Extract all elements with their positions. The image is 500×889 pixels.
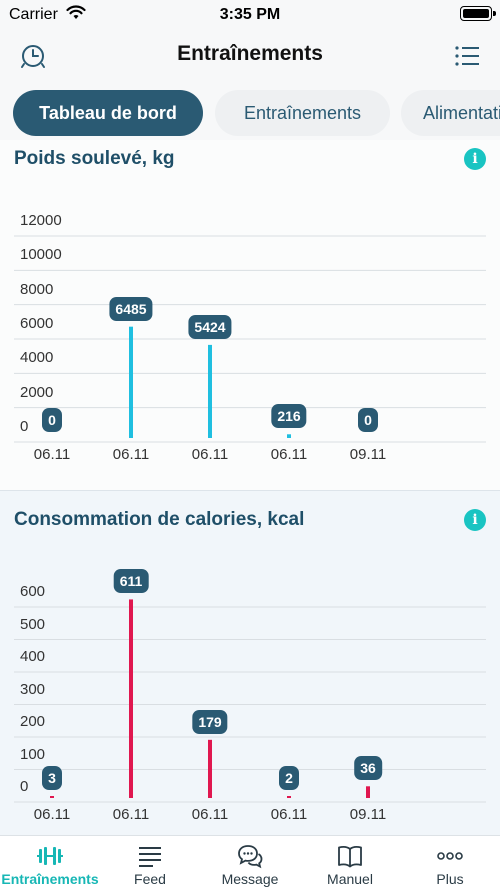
bar xyxy=(208,739,212,798)
bar xyxy=(129,599,133,798)
y-tick-label: 0 xyxy=(20,778,29,795)
tab-workouts[interactable]: Entraînements xyxy=(215,90,390,136)
y-tick-label: 600 xyxy=(20,583,46,600)
calories-title: Consommation de calories, kcal xyxy=(14,509,305,530)
y-tick-label: 10000 xyxy=(20,246,62,264)
bar xyxy=(366,786,370,798)
wifi-icon xyxy=(66,5,86,19)
data-label: 6485 xyxy=(109,296,153,321)
tabbar-label: Entraînements xyxy=(1,871,99,887)
x-tick-label: 06.11 xyxy=(112,806,150,823)
data-label: 179 xyxy=(192,709,228,734)
battery-icon xyxy=(460,6,496,21)
bar xyxy=(208,344,212,438)
y-tick-label: 6000 xyxy=(20,315,54,332)
y-tick-label: 4000 xyxy=(20,349,54,367)
lifted-weight-title: Poids soulevé, kg xyxy=(14,148,175,169)
calories-card: Consommation de calories, kcal i 600 500 4… xyxy=(0,490,500,835)
y-tick-label: 8000 xyxy=(20,280,54,298)
tab-nutrition[interactable]: Alimentation xyxy=(401,90,500,136)
x-tick-label: 09.11 xyxy=(349,446,387,463)
y-tick-label: 100 xyxy=(20,745,46,763)
tab-dashboard[interactable]: Tableau de bord xyxy=(13,90,203,136)
bar xyxy=(129,326,133,438)
status-bar: Carrier 3:35 PM xyxy=(0,0,500,30)
segment-tabs: Tableau de bord Entraînements Alimentati… xyxy=(0,90,500,138)
y-tick-label: 12000 xyxy=(20,212,62,229)
book-icon xyxy=(338,845,362,868)
info-icon[interactable]: i xyxy=(464,509,486,531)
x-tick-label: 06.11 xyxy=(112,446,150,463)
x-tick-label: 06.11 xyxy=(191,806,229,823)
y-tick-label: 300 xyxy=(20,680,46,698)
tabbar-item-workouts[interactable]: Entraînements xyxy=(0,836,100,889)
tabbar-label: Feed xyxy=(134,871,166,887)
y-tick-label: 400 xyxy=(20,648,46,665)
list-icon[interactable] xyxy=(453,42,481,70)
x-tick-label: 06.11 xyxy=(191,446,229,463)
y-tick-label: 2000 xyxy=(20,383,54,401)
carrier-label: Carrier xyxy=(9,6,58,23)
data-label: 0 xyxy=(358,408,378,432)
x-tick-label: 06.11 xyxy=(33,446,71,463)
bottom-tab-bar: Entraînements Feed Message Manuel Pl xyxy=(0,835,500,889)
bar xyxy=(50,796,54,798)
clock-time: 3:35 PM xyxy=(219,6,281,23)
tabbar-item-message[interactable]: Message xyxy=(200,836,300,889)
x-tick-label: 06.11 xyxy=(33,806,71,823)
data-label: 216 xyxy=(271,404,307,429)
y-tick-label: 500 xyxy=(20,615,46,633)
lifted-weight-card: Poids soulevé, kg i 12000 10000 8000 6000 40… xyxy=(0,140,500,490)
dumbbell-icon xyxy=(37,847,63,865)
y-tick-label: 200 xyxy=(20,713,46,730)
tabbar-label: Message xyxy=(221,871,279,887)
chat-icon xyxy=(238,845,263,869)
x-tick-label: 09.11 xyxy=(349,806,387,823)
feed-icon xyxy=(139,847,161,867)
lifted-weight-plot xyxy=(14,235,486,443)
tabbar-label: Manuel xyxy=(327,871,373,887)
bar xyxy=(287,796,291,798)
calories-chart: 600 500 400 300 200 100 0 3 06.11 611 06.11 179 06.1… xyxy=(0,491,500,836)
x-tick-label: 06.11 xyxy=(270,806,308,823)
data-label: 5424 xyxy=(188,314,232,339)
page-title: Entraînements xyxy=(177,42,323,65)
more-icon xyxy=(437,852,463,860)
data-label: 0 xyxy=(42,408,62,432)
bar xyxy=(287,434,291,438)
tabbar-item-manual[interactable]: Manuel xyxy=(300,836,400,889)
nav-header: Entraînements xyxy=(0,30,500,82)
tabbar-item-more[interactable]: Plus xyxy=(400,836,500,889)
data-label: 2 xyxy=(279,766,299,790)
info-icon[interactable]: i xyxy=(464,148,486,170)
x-tick-label: 06.11 xyxy=(270,446,308,463)
clock-icon[interactable] xyxy=(19,42,47,70)
data-label: 3 xyxy=(42,766,62,790)
y-tick-label: 0 xyxy=(20,418,29,435)
data-label: 36 xyxy=(354,756,382,781)
calories-plot xyxy=(14,599,486,803)
data-label: 611 xyxy=(113,569,149,594)
tabbar-label: Plus xyxy=(436,871,464,887)
tabbar-item-feed[interactable]: Feed xyxy=(100,836,200,889)
lifted-weight-chart: 12000 10000 8000 6000 4000 2000 0 0 06.11 6485 06.… xyxy=(0,140,500,490)
